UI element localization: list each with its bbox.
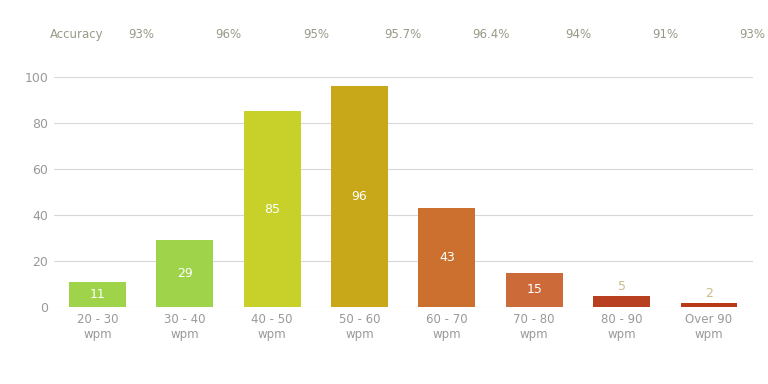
Text: 11: 11 xyxy=(90,288,105,301)
Text: 96.4%: 96.4% xyxy=(472,28,509,41)
Bar xyxy=(331,86,388,307)
Text: Accuracy: Accuracy xyxy=(50,28,104,41)
Text: 96: 96 xyxy=(352,190,367,203)
Bar xyxy=(593,296,650,307)
Text: 43: 43 xyxy=(439,251,455,264)
Text: 94%: 94% xyxy=(564,28,591,41)
Text: 85: 85 xyxy=(264,203,280,216)
Text: 2: 2 xyxy=(705,287,713,300)
Text: 29: 29 xyxy=(177,267,193,280)
Text: 15: 15 xyxy=(526,283,542,296)
Bar xyxy=(680,303,737,307)
Text: 95.7%: 95.7% xyxy=(385,28,422,41)
Bar xyxy=(157,240,214,307)
Text: 95%: 95% xyxy=(303,28,329,41)
Bar xyxy=(69,282,126,307)
Text: 5: 5 xyxy=(617,280,626,293)
Text: 96%: 96% xyxy=(215,28,242,41)
Text: 93%: 93% xyxy=(740,28,766,41)
Bar xyxy=(419,208,475,307)
Text: 91%: 91% xyxy=(652,28,678,41)
Bar xyxy=(506,273,563,307)
Text: 93%: 93% xyxy=(128,28,154,41)
Bar xyxy=(243,111,300,307)
